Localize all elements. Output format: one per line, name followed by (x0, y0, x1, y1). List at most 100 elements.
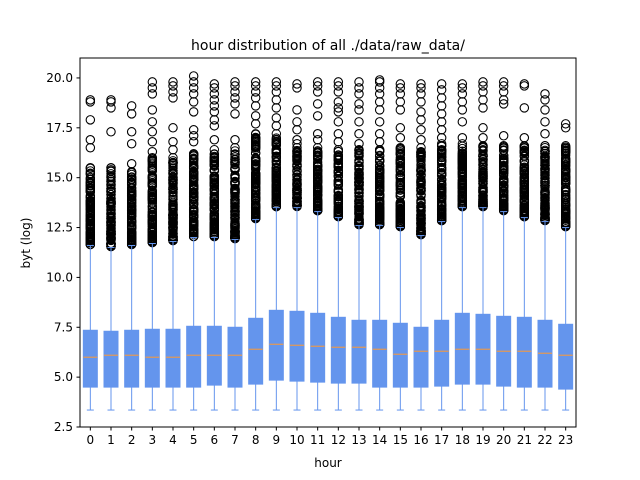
y-tick-label: 15.0 (46, 171, 73, 185)
flier (271, 196, 282, 206)
flier (395, 167, 406, 177)
flier (333, 160, 344, 170)
box-4 (165, 77, 181, 411)
flier (126, 189, 137, 199)
box-7 (227, 77, 243, 411)
flier (519, 190, 530, 200)
outlier (457, 89, 468, 99)
flier (395, 203, 406, 214)
outlier (333, 117, 344, 127)
outlier (168, 137, 178, 147)
outlier (312, 99, 323, 109)
flier (209, 145, 220, 155)
outlier (540, 89, 550, 99)
outlier (519, 79, 530, 89)
flier (147, 192, 158, 202)
flier (312, 191, 323, 201)
flier (354, 156, 364, 166)
flier (457, 146, 468, 156)
outlier (250, 77, 261, 87)
box-19 (475, 77, 491, 411)
flier (230, 150, 240, 160)
flier (519, 206, 530, 216)
y-tick-label: 2.5 (54, 420, 73, 434)
flier (457, 163, 468, 173)
flier (540, 204, 550, 214)
outlier (209, 95, 220, 105)
flier (292, 197, 302, 207)
x-tick-label: 21 (517, 433, 532, 447)
flier (168, 178, 178, 188)
flier (374, 173, 385, 184)
flier (126, 194, 137, 205)
flier (147, 172, 158, 182)
iqr-box (330, 316, 346, 384)
outlier (457, 83, 468, 93)
flier (85, 222, 96, 232)
flier (250, 174, 261, 185)
iqr-box (124, 329, 140, 388)
outlier (147, 127, 158, 137)
flier (126, 222, 137, 233)
flier (498, 156, 509, 166)
outlier (209, 135, 220, 145)
flier (416, 176, 426, 186)
iqr-box (289, 310, 305, 382)
flier (188, 151, 199, 161)
flier (312, 157, 323, 167)
outlier (230, 135, 240, 145)
flier (416, 183, 426, 193)
flier (395, 185, 406, 195)
x-tick-label: 9 (273, 433, 281, 447)
flier (292, 179, 302, 189)
flier (292, 165, 302, 176)
box-9 (268, 77, 284, 411)
flier (478, 145, 488, 156)
flier (395, 209, 406, 220)
flier-cloud-5 (188, 149, 199, 242)
flier (126, 178, 137, 188)
flier (374, 162, 385, 172)
x-tick-label: 14 (372, 433, 387, 447)
outlier (85, 115, 96, 125)
flier (106, 181, 116, 191)
outlier (416, 89, 426, 99)
flier (126, 217, 137, 227)
flier (436, 174, 447, 184)
iqr-box (227, 326, 243, 388)
flier (560, 159, 571, 170)
outlier (312, 81, 323, 91)
flier-cloud-4 (168, 153, 178, 246)
flier (85, 204, 96, 214)
flier (230, 187, 240, 197)
flier (250, 183, 261, 194)
outlier (85, 135, 96, 145)
flier (188, 155, 199, 165)
flier (85, 186, 96, 197)
flier (436, 144, 447, 155)
flier (416, 209, 426, 220)
flier (271, 162, 282, 173)
flier (540, 146, 550, 157)
box-12 (330, 77, 346, 411)
y-tick-label: 10.0 (46, 270, 73, 284)
flier (168, 200, 178, 211)
outlier (540, 117, 550, 127)
outlier (188, 89, 199, 99)
flier (560, 172, 571, 182)
flier (478, 150, 488, 160)
flier (560, 175, 571, 186)
outlier (292, 79, 302, 89)
flier (209, 218, 220, 228)
flier (416, 223, 426, 233)
flier (333, 170, 344, 181)
flier (540, 187, 550, 197)
flier (436, 180, 447, 190)
flier (395, 143, 406, 153)
flier (457, 148, 468, 159)
flier (519, 184, 530, 195)
flier (230, 191, 240, 202)
outlier (540, 95, 550, 105)
flier-cloud-12 (333, 145, 344, 222)
outlier (230, 87, 240, 97)
